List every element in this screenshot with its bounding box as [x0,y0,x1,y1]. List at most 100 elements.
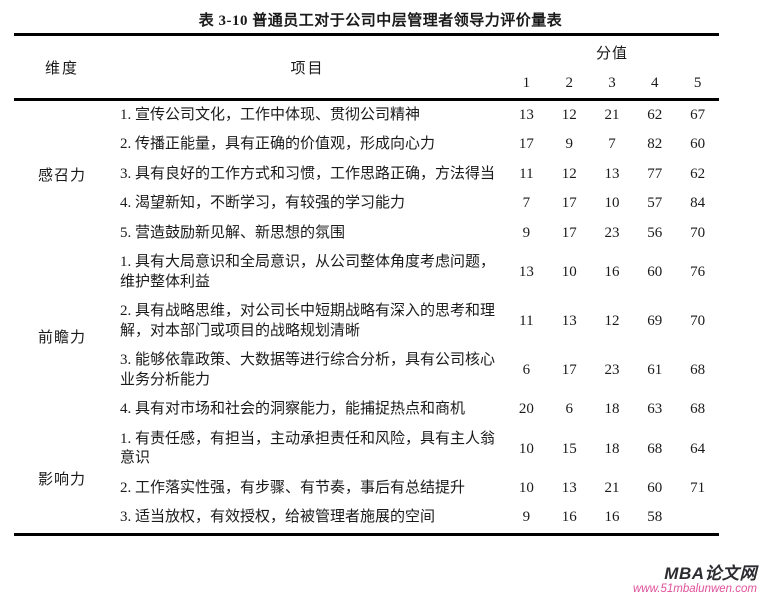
score-value: 60 [690,136,706,153]
dimension-items: 1. 有责任感，有担当，主动承担责任和风险，具有主人翁意识 10 15 18 68 64 2… [110,425,719,533]
score-value: 6 [565,401,573,418]
score-value: 61 [647,362,663,378]
table-row: 2. 工作落实性强，有步骤、有节奏，事后有总结提升 10 13 21 60 71 [110,474,719,504]
score-value: 62 [690,165,706,182]
score-value: 17 [561,224,577,241]
header-score-col-5: 5 [693,74,702,91]
score-value: 11 [519,313,534,329]
item-text: 1. 宣传公司文化，工作中体现、贯彻公司精神 [120,106,421,123]
score-value: 84 [690,195,706,212]
score-value: 64 [690,440,706,457]
item-text: 2. 工作落实性强，有步骤、有节奏，事后有总结提升 [120,479,466,496]
item-text: 4. 渴望新知，不断学习，有较强的学习能力 [120,195,406,211]
score-value: 70 [690,313,706,329]
watermark-site-name: MBA论文网 [664,563,757,583]
score-value: 13 [561,313,577,329]
score-value: 21 [604,479,620,496]
score-value: 58 [647,509,663,526]
score-value: 17 [561,195,577,212]
header-score-col-2: 2 [565,74,573,91]
score-value: 71 [690,479,706,496]
dimension-items: 1. 宣传公司文化，工作中体现、贯彻公司精神 13 12 21 62 67 2. 传播正能量… [110,101,719,249]
table-title: 表 3-10 普通员工对于公司中层管理者领导力评价量表 [198,13,563,29]
header-item: 项目 [290,60,325,77]
score-value: 17 [518,136,534,153]
score-value: 68 [690,362,706,378]
table-row: 1. 具有大局意识和全局意识，从公司整体角度考虑问题，维护整体利益 13 10 16 6… [110,248,719,297]
score-value: 7 [522,195,531,212]
score-value: 12 [604,313,620,329]
score-value: 10 [604,195,620,212]
header-score-col-3: 3 [608,74,616,91]
score-value: 21 [604,106,620,123]
score-value: 77 [647,165,663,182]
dimension-group: 影响力 1. 有责任感，有担当，主动承担责任和风险，具有主人翁意识 10 15 18 68… [14,425,719,533]
dimension-items: 1. 具有大局意识和全局意识，从公司整体角度考虑问题，维护整体利益 13 10 16 6… [110,248,719,425]
score-value: 16 [561,509,577,526]
score-value: 16 [604,264,620,280]
header-dimension: 维度 [44,60,79,77]
table-row: 2. 传播正能量，具有正确的价值观，形成向心力 17 9 7 82 60 [110,130,719,160]
score-value: 9 [522,224,531,241]
watermark-url: www.51mbalunwen.com [632,582,757,595]
dimension-label: 影响力 [37,472,86,488]
header-score-group: 分值 [595,45,628,62]
table-row: 2. 具有战略思维，对公司长中短期战略有深入的思考和理解，对本部门或项目的战略规… [110,297,719,346]
score-value: 70 [690,224,706,241]
score-value: 13 [518,264,534,280]
dimension-label: 前瞻力 [37,329,86,346]
score-value: 16 [604,509,620,526]
score-value: 13 [561,479,577,496]
item-text: 3. 能够依靠政策、大数据等进行综合分析，具有公司核心业务分析能力 [120,352,496,388]
table-row: 1. 有责任感，有担当，主动承担责任和风险，具有主人翁意识 10 15 18 68 64 [110,425,719,474]
score-value: 9 [522,509,531,526]
table-header: 维度 项目 分值 1 2 3 4 5 [14,36,719,98]
table-row: 5. 营造鼓励新见解、新思想的氛围 9 17 23 56 70 [110,219,719,249]
watermark: MBA论文网 www.51mbalunwen.com [633,565,757,596]
item-text: 2. 传播正能量，具有正确的价值观，形成向心力 [120,136,436,152]
score-value: 13 [604,165,620,182]
score-value: 11 [519,165,534,182]
item-text: 3. 适当放权，有效授权，给被管理者施展的空间 [120,509,436,525]
table-row: 4. 渴望新知，不断学习，有较强的学习能力 7 17 10 57 84 [110,189,719,219]
score-value: 13 [518,106,534,123]
score-value: 12 [561,106,577,123]
score-value: 18 [604,440,620,457]
score-value: 18 [604,401,620,418]
table-header-rule [14,98,719,101]
score-value: 82 [647,136,663,153]
score-value: 10 [518,440,534,457]
item-text: 2. 具有战略思维，对公司长中短期战略有深入的思考和理解，对本部门或项目的战略规… [120,303,496,339]
table-row: 3. 具有良好的工作方式和习惯，工作思路正确，方法得当 11 12 13 77 62 [110,160,719,190]
score-value: 7 [608,136,616,153]
header-score-col-4: 4 [651,74,659,91]
table-row: 3. 适当放权，有效授权，给被管理者施展的空间 9 16 16 58 [110,503,719,533]
score-value: 10 [518,479,534,496]
score-value: 60 [647,479,663,496]
score-value: 62 [647,106,663,123]
table-bottom-rule [14,532,719,536]
item-text: 1. 具有大局意识和全局意识，从公司整体角度考虑问题，维护整体利益 [120,254,496,290]
table-body: 感召力 1. 宣传公司文化，工作中体现、贯彻公司精神 13 12 21 62 67 2. 传播… [14,101,719,533]
table-row: 1. 宣传公司文化，工作中体现、贯彻公司精神 13 12 21 62 67 [110,101,719,131]
dimension-group: 前瞻力 1. 具有大局意识和全局意识，从公司整体角度考虑问题，维护整体利益 13 10… [14,248,719,425]
table-row: 4. 具有对市场和社会的洞察能力，能捕捉热点和商机 20 6 18 63 68 [110,395,719,425]
item-text: 1. 有责任感，有担当，主动承担责任和风险，具有主人翁意识 [120,430,496,467]
score-value: 56 [647,224,663,241]
score-value: 67 [690,106,706,123]
evaluation-table: 维度 项目 分值 1 2 3 4 5 感召力 1. 宣传公司文化，工作中体现、贯彻… [14,33,719,536]
score-value: 23 [604,224,620,241]
score-value: 57 [647,195,663,212]
score-value: 9 [565,136,573,153]
score-value: 60 [647,264,663,280]
score-value: 10 [561,264,577,280]
score-value: 6 [522,362,531,378]
score-value: 17 [561,362,577,378]
score-value: 63 [647,401,663,418]
table-top-rule [14,33,719,36]
score-value: 23 [604,362,620,378]
score-value: 68 [690,401,706,418]
header-score-col-1: 1 [522,74,531,91]
dimension-label: 感召力 [37,167,86,184]
score-value: 20 [518,401,534,418]
